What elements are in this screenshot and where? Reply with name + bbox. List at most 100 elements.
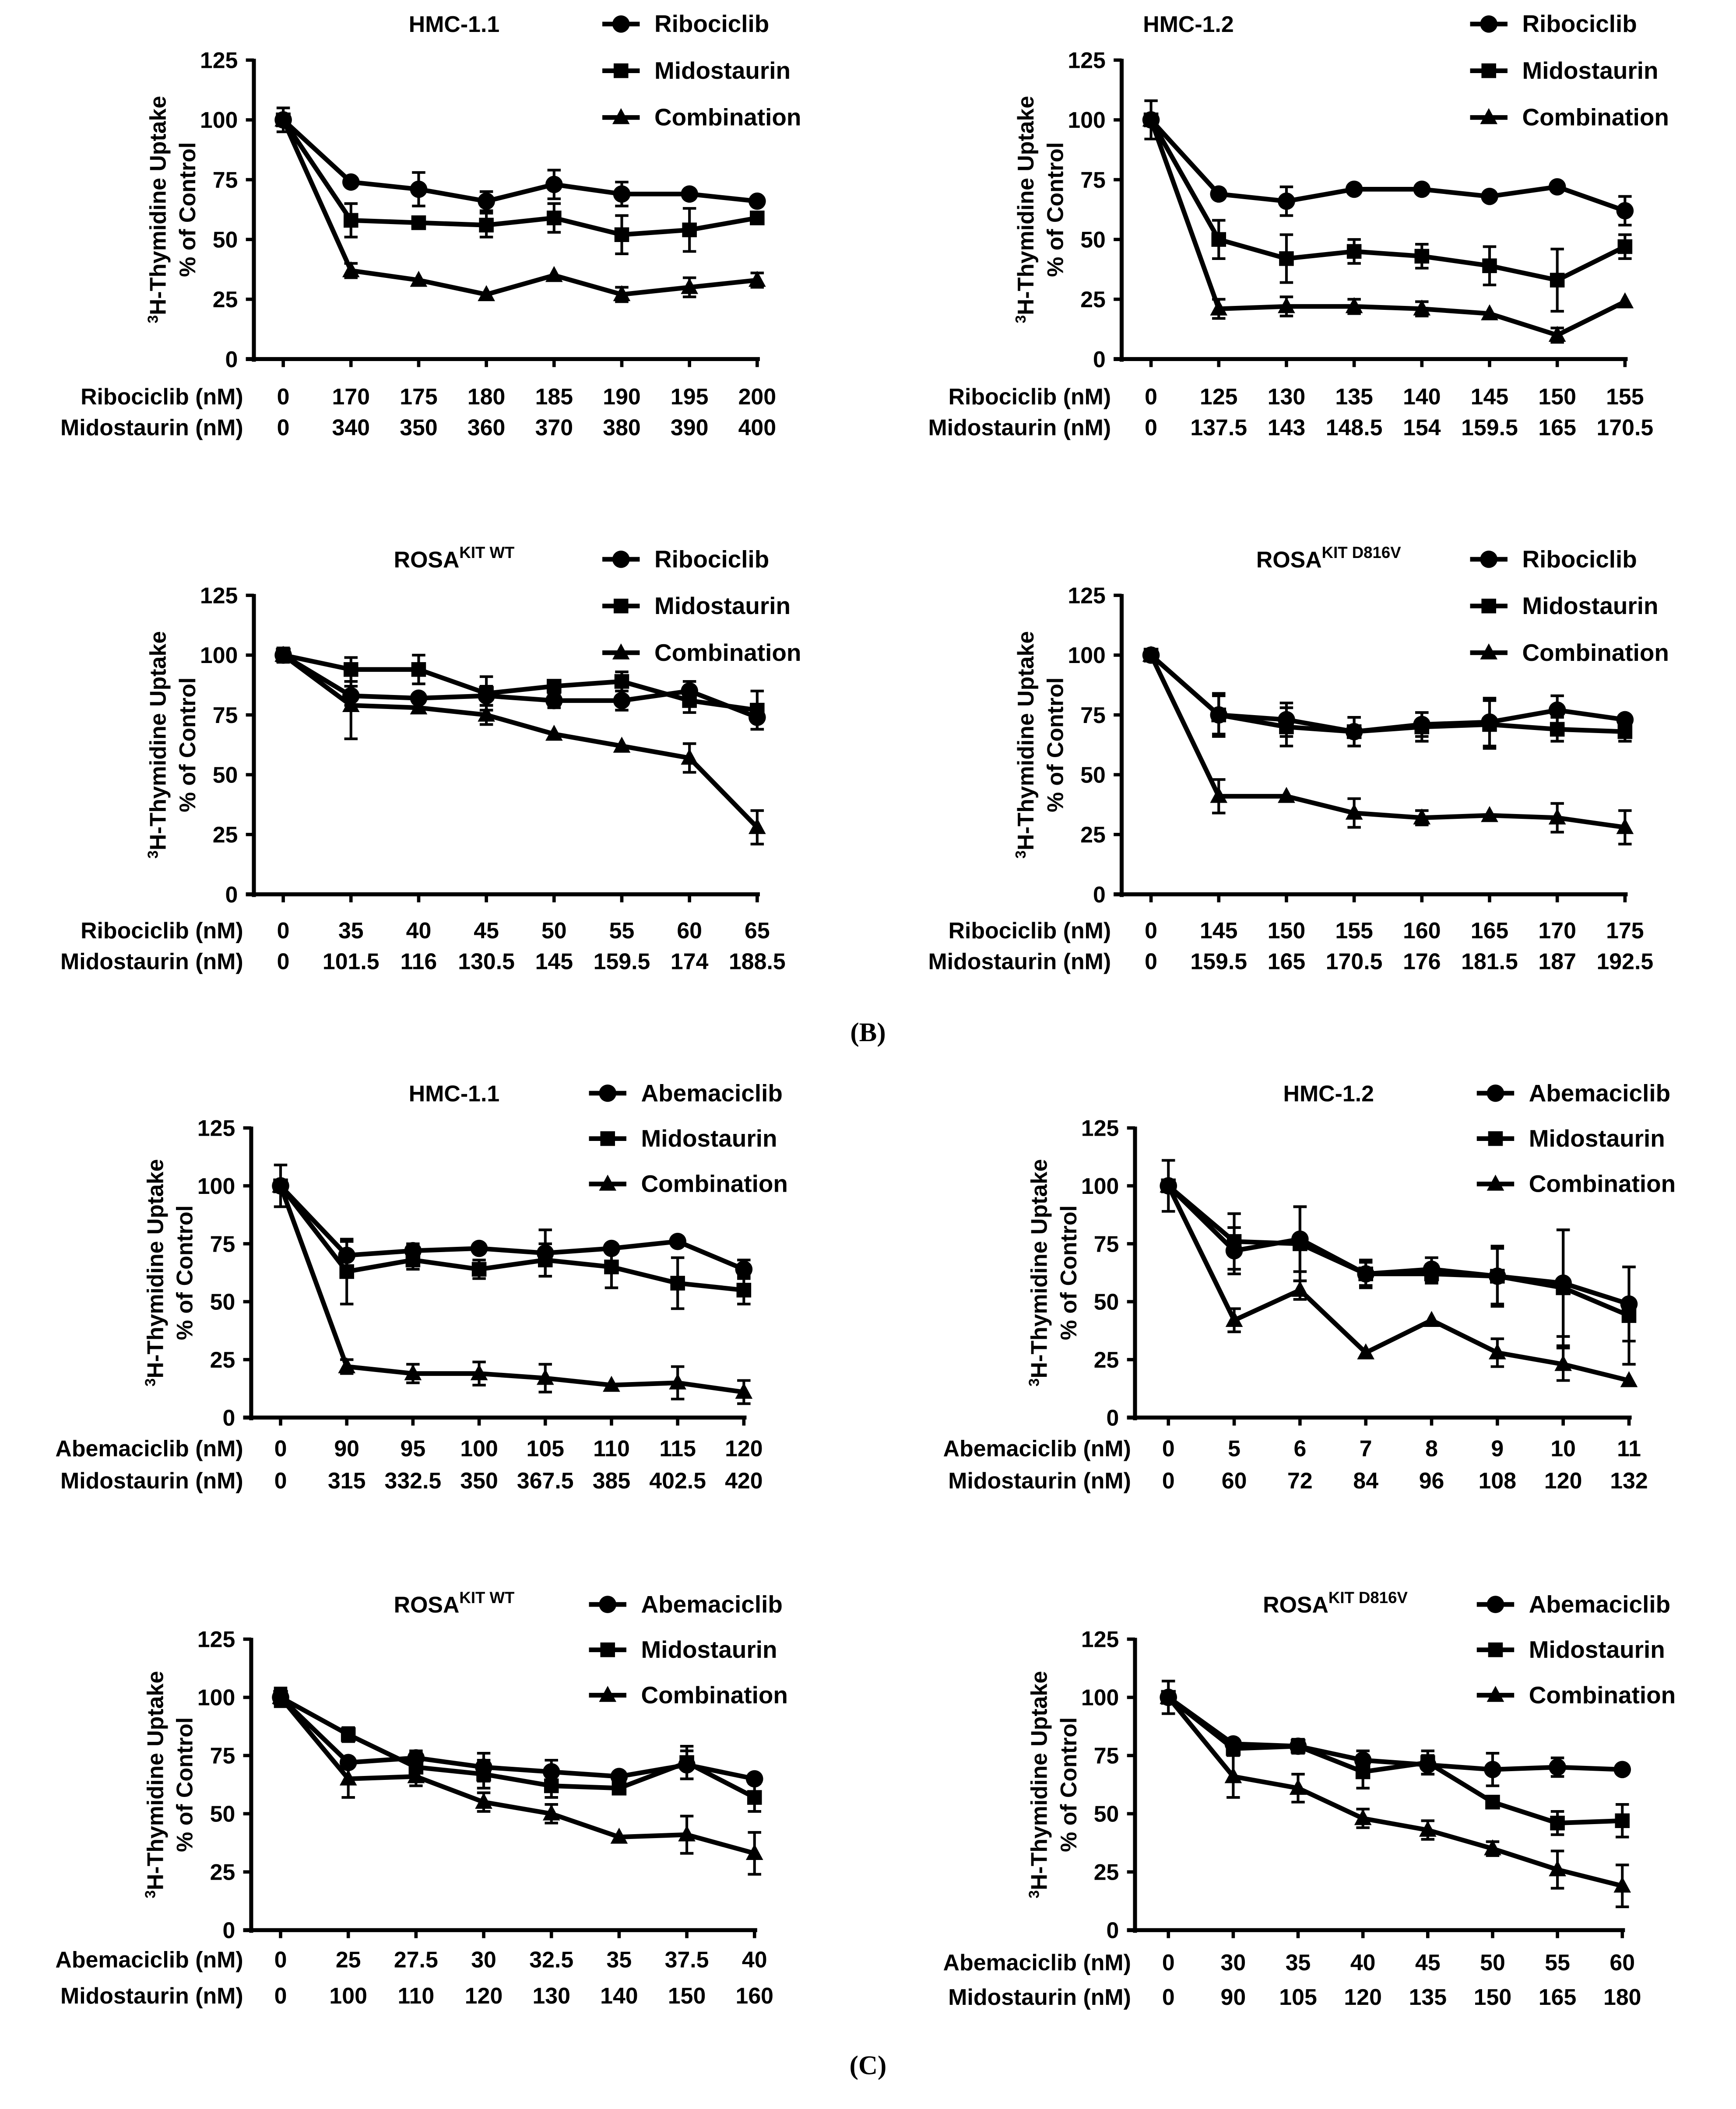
x-tick-label: 101.5 xyxy=(323,948,380,974)
chart-panel-2: HMC-1.2 0 25 50 75 100 125 3H-Thymidine Uptake%… xyxy=(928,10,1669,440)
series-line xyxy=(1149,654,1626,830)
y-axis-label-superscript: 3 xyxy=(1026,1378,1042,1386)
legend-label: Midostaurin xyxy=(1522,592,1659,619)
x-tick-label: 137.5 xyxy=(1190,414,1247,440)
data-point xyxy=(339,1264,354,1279)
data-point xyxy=(1615,1813,1630,1828)
legend-triangle-icon xyxy=(1486,1175,1504,1191)
y-tick-label: 0 xyxy=(1107,1405,1119,1430)
data-point xyxy=(749,192,766,210)
data-point xyxy=(1210,787,1228,803)
x-tick-label: 135 xyxy=(1335,384,1373,409)
y-tick-label: 50 xyxy=(213,762,238,788)
series-line xyxy=(281,119,758,297)
series-line xyxy=(281,653,759,829)
legend-item: Combination xyxy=(1476,1681,1676,1709)
y-tick-label: 75 xyxy=(210,1743,235,1769)
chart-title-superscript: KIT WT xyxy=(459,1589,514,1607)
data-point xyxy=(342,696,360,712)
legend-label: Midostaurin xyxy=(1522,57,1659,84)
x-tick-label: 110 xyxy=(398,1983,435,2008)
x-tick-label: 332.5 xyxy=(385,1468,442,1493)
data-point xyxy=(1354,1809,1372,1825)
data-point xyxy=(410,689,428,707)
x-tick-label: 132 xyxy=(1610,1468,1648,1493)
x-tick-label: 175 xyxy=(1606,918,1644,943)
data-point xyxy=(410,270,428,287)
y-tick-label: 0 xyxy=(1093,347,1106,372)
x-tick-label: 380 xyxy=(603,414,641,440)
y-tick-label: 0 xyxy=(222,1405,235,1430)
data-point xyxy=(410,698,428,715)
data-point xyxy=(1414,719,1430,734)
x-tick-label: 0 xyxy=(277,384,290,409)
x-row-label: Midostaurin (nM) xyxy=(60,1983,243,2008)
y-tick-label: 25 xyxy=(213,822,238,847)
x-row-label: Ribociclib (nM) xyxy=(949,918,1111,943)
data-point xyxy=(1278,787,1295,803)
data-point xyxy=(1142,646,1160,662)
data-point xyxy=(670,1276,685,1291)
series-combination xyxy=(1142,646,1634,846)
data-point xyxy=(476,1767,491,1782)
data-point xyxy=(1489,1343,1506,1360)
data-point xyxy=(1346,244,1362,259)
series-line xyxy=(1149,119,1626,338)
y-tick-label: 25 xyxy=(1080,287,1106,312)
x-tick-label: 30 xyxy=(1221,1950,1246,1975)
series-midostaurin xyxy=(1161,1178,1637,1366)
y-axis-label-text: H-Thymidine Uptake xyxy=(143,1671,168,1890)
data-point xyxy=(1419,1821,1437,1837)
data-point xyxy=(1481,304,1498,320)
chart-title-main: HMC-1.1 xyxy=(409,11,499,37)
data-point xyxy=(478,705,495,722)
data-point xyxy=(1548,701,1566,719)
data-point xyxy=(1293,1236,1307,1251)
x-tick-label: 0 xyxy=(1145,918,1157,943)
x-tick-label: 45 xyxy=(474,918,499,943)
data-point xyxy=(1550,722,1565,737)
legend-triangle-icon xyxy=(599,1686,617,1702)
y-axis-label-line2: % of Control xyxy=(172,1717,197,1852)
x-row-label: Abemaciclib (nM) xyxy=(55,1436,243,1461)
x-tick-label: 350 xyxy=(400,414,438,440)
legend-item: Combination xyxy=(1470,639,1669,666)
legend-item: Abemaciclib xyxy=(589,1590,783,1618)
x-tick-label: 367.5 xyxy=(517,1468,574,1493)
data-point xyxy=(1413,180,1431,198)
series-combination xyxy=(272,1176,753,1405)
series-line xyxy=(1167,1695,1623,1772)
data-point xyxy=(750,211,765,225)
x-tick-label: 160 xyxy=(735,1983,773,2008)
y-tick-label: 25 xyxy=(1080,822,1106,847)
chart-title-main: HMC-1.2 xyxy=(1283,1081,1374,1106)
x-tick-label: 120 xyxy=(1344,1984,1381,2010)
legend-item: Midostaurin xyxy=(1476,1125,1665,1152)
legend-circle-icon xyxy=(599,1084,617,1102)
x-tick-label: 116 xyxy=(401,948,437,974)
data-point xyxy=(1279,719,1294,734)
x-row-label: Midostaurin (nM) xyxy=(928,948,1111,974)
x-tick-label: 96 xyxy=(1419,1468,1444,1493)
y-tick-label: 125 xyxy=(1081,1627,1119,1652)
data-point xyxy=(1225,1311,1243,1327)
y-tick-label: 125 xyxy=(1068,48,1106,73)
legend-square-icon xyxy=(613,598,629,614)
legend-label: Midostaurin xyxy=(1529,1636,1665,1663)
series-ribociclib xyxy=(1142,99,1634,227)
y-tick-label: 50 xyxy=(213,227,238,252)
data-point xyxy=(1617,724,1633,739)
data-point xyxy=(344,213,358,228)
x-row-label: Midostaurin (nM) xyxy=(948,1468,1131,1493)
legend-item: Abemaciclib xyxy=(589,1079,783,1106)
x-tick-label: 65 xyxy=(745,918,770,943)
x-tick-label: 90 xyxy=(1221,1984,1246,2010)
legend-circle-icon xyxy=(612,551,630,568)
data-point xyxy=(749,270,766,287)
data-point xyxy=(1142,110,1160,127)
data-point xyxy=(342,261,360,277)
x-tick-label: 200 xyxy=(738,384,777,409)
x-tick-label: 150 xyxy=(1474,1984,1511,2010)
y-axis-label: 3H-Thymidine Uptake xyxy=(142,1671,168,1898)
